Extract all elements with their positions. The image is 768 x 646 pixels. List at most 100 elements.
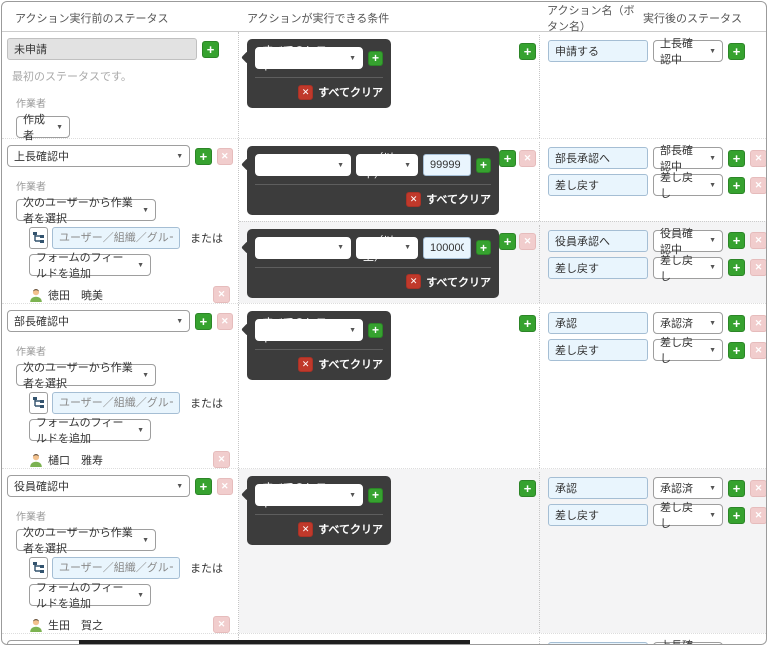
add-status-button[interactable]: + (195, 312, 212, 330)
after-status-select[interactable]: 差し戻し ▼ (653, 255, 723, 283)
form-field-select[interactable]: フォームのフィールドを追加 ▼ (29, 582, 151, 610)
after-status-select[interactable]: 上長確認中▼ (653, 38, 723, 66)
chevron-down-icon: ▼ (404, 244, 411, 251)
condition-value-input[interactable] (423, 236, 471, 259)
remove-condition-group-button[interactable]: ✕ (519, 232, 536, 250)
add-action-button[interactable]: + (728, 176, 745, 194)
action-name-input[interactable] (548, 40, 648, 62)
add-action-button[interactable]: + (728, 341, 745, 359)
add-condition-button[interactable]: + (368, 50, 383, 66)
action-name-input[interactable] (548, 642, 648, 644)
org-tree-button[interactable] (29, 557, 48, 579)
condition-field-select[interactable]: 申請金額 ▼ (255, 236, 351, 259)
org-tree-button[interactable] (29, 392, 48, 414)
worker-type-select[interactable]: 次のユーザーから作業者を選択 ▼ (16, 362, 156, 390)
after-status-select[interactable]: 役員確認中 ▼ (653, 228, 723, 256)
add-condition-button[interactable]: + (476, 240, 491, 255)
add-condition-button[interactable]: + (368, 487, 383, 503)
add-status-button[interactable]: + (195, 147, 212, 165)
remove-status-button[interactable]: ✕ (216, 477, 234, 495)
record-filter-select[interactable]: すべてのレコード ▼ (255, 45, 363, 73)
add-condition-group-button[interactable]: + (519, 315, 536, 332)
status-select[interactable]: 上長確認中 ▼ (7, 145, 191, 167)
user-add-input[interactable] (52, 392, 180, 414)
assignee-row: 生田 賀之 ✕ (29, 616, 238, 633)
chevron-down-icon: ▼ (349, 326, 356, 334)
add-status-button[interactable]: + (195, 477, 212, 495)
action-name-input[interactable] (548, 229, 648, 252)
status-select[interactable]: 部長確認中 ▼ (7, 310, 191, 332)
status-select[interactable]: 役員確認中 ▼ (7, 475, 191, 497)
clear-all-button[interactable]: ✕ すべてクリア (255, 191, 491, 207)
condition-value-input[interactable] (423, 154, 471, 176)
record-filter-select[interactable]: すべてのレコード ▼ (255, 482, 363, 510)
action-name-input[interactable] (548, 147, 648, 169)
remove-action-button[interactable]: ✕ (750, 506, 766, 524)
user-add-input[interactable] (52, 557, 180, 579)
after-status-select[interactable]: 上長確認中▼ (653, 640, 723, 644)
form-field-select[interactable]: フォームのフィールドを追加 ▼ (29, 417, 151, 445)
remove-action-button[interactable]: ✕ (750, 341, 766, 359)
condition-field-select[interactable]: 申請金額 ▼ (255, 154, 351, 176)
user-add-input[interactable] (52, 227, 180, 249)
remove-assignee-button[interactable]: ✕ (213, 286, 230, 303)
worker-type-select[interactable]: 次のユーザーから作業者を選択 ▼ (16, 527, 156, 555)
remove-action-button[interactable]: ✕ (750, 259, 766, 276)
header-status-before: アクション実行前のステータス (15, 13, 169, 25)
condition-operator-select[interactable]: ≧（以上） ▼ (356, 235, 418, 263)
action-line: 承認済▼ + ✕ (548, 477, 766, 499)
after-status-select[interactable]: 承認済 ▼ (653, 477, 723, 499)
remove-action-button[interactable]: ✕ (750, 232, 766, 249)
record-filter-select[interactable]: すべてのレコード ▼ (255, 317, 363, 345)
action-name-input[interactable] (548, 256, 648, 279)
add-condition-group-button[interactable]: + (499, 232, 516, 250)
clear-all-button[interactable]: ✕ すべてクリア (255, 356, 383, 372)
org-tree-button[interactable] (29, 227, 48, 249)
after-status-select[interactable]: 差し戻し ▼ (653, 502, 723, 530)
add-action-button[interactable]: + (728, 314, 745, 332)
actions-cell: 部長確認中▼ + ✕ 差し戻し▼ + ✕ (539, 142, 766, 221)
action-name-input[interactable] (548, 174, 648, 196)
remove-action-button[interactable]: ✕ (750, 149, 766, 167)
after-status-select[interactable]: 差し戻し ▼ (653, 172, 723, 200)
add-condition-button[interactable]: + (476, 157, 491, 173)
remove-assignee-button[interactable]: ✕ (213, 451, 230, 468)
add-condition-group-button[interactable]: + (519, 480, 536, 497)
worker-type-select[interactable]: 作成者 ▼ (16, 114, 70, 142)
add-condition-group-button[interactable]: + (519, 43, 536, 60)
action-line: 上長確認中▼ + (548, 38, 764, 66)
add-action-button[interactable]: + (728, 645, 745, 646)
add-status-button[interactable]: + (202, 40, 219, 58)
action-name-input[interactable] (548, 504, 648, 526)
after-status-select[interactable]: 差し戻し ▼ (653, 337, 723, 365)
add-condition-group-button[interactable]: + (499, 150, 516, 167)
worker-type-select[interactable]: 次のユーザーから作業者を選択 ▼ (16, 197, 156, 225)
add-action-button[interactable]: + (728, 479, 745, 497)
add-action-button[interactable]: + (728, 232, 745, 249)
remove-status-button[interactable]: ✕ (216, 312, 234, 330)
remove-status-button[interactable]: ✕ (216, 147, 234, 165)
remove-action-button[interactable]: ✕ (750, 176, 766, 194)
clear-all-button[interactable]: ✕ すべてクリア (255, 274, 491, 290)
remove-condition-group-button[interactable]: ✕ (519, 150, 536, 167)
condition-panel: すべてのレコード▼ + ✕ すべてクリア (247, 311, 391, 380)
clear-all-button[interactable]: ✕ すべてクリア (255, 521, 383, 537)
add-action-button[interactable]: + (728, 506, 745, 524)
condition-operator-select[interactable]: ≦（以下） ▼ (356, 152, 418, 180)
action-name-input[interactable] (548, 339, 648, 361)
add-action-button[interactable]: + (728, 149, 745, 167)
action-name-input[interactable] (548, 312, 648, 334)
after-status-select[interactable]: 承認済 ▼ (653, 312, 723, 334)
add-action-button[interactable]: + (728, 259, 745, 276)
initial-status-input[interactable] (7, 38, 197, 60)
remove-action-button[interactable]: ✕ (750, 314, 766, 332)
add-action-button[interactable]: + (728, 42, 745, 60)
add-condition-button[interactable]: + (368, 322, 383, 338)
form-field-select[interactable]: フォームのフィールドを追加 ▼ (29, 252, 151, 280)
remove-assignee-button[interactable]: ✕ (213, 616, 230, 633)
clear-all-icon: ✕ (406, 191, 422, 207)
after-status-select[interactable]: 部長確認中 ▼ (653, 145, 723, 173)
action-name-input[interactable] (548, 477, 648, 499)
remove-action-button[interactable]: ✕ (750, 479, 766, 497)
clear-all-button[interactable]: ✕ すべてクリア (255, 84, 383, 100)
